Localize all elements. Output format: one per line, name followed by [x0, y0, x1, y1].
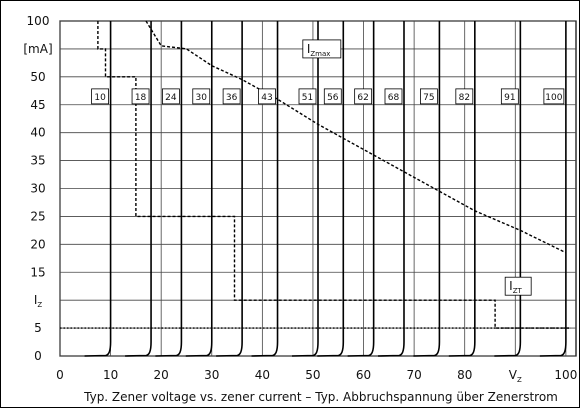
- zener-voltage-labels: 10 18 24 30 36 43 51 56 62 68 75 82 91 100: [91, 88, 565, 105]
- zener-voltage-label-18: 18: [135, 93, 147, 103]
- zener-voltage-label-82: 82: [459, 93, 470, 103]
- zener-curve-75: [413, 21, 441, 357]
- zener-curve-43: [251, 21, 279, 357]
- zener-curve-24: [155, 21, 183, 357]
- zener-voltage-label-75: 75: [423, 93, 434, 103]
- zener-voltage-label-100: 100: [545, 93, 562, 103]
- zener-curve-91: [494, 21, 522, 357]
- zener-curve-18: [125, 21, 152, 357]
- zener-voltage-label-91: 91: [504, 93, 515, 103]
- y-tick-label: 35: [30, 154, 45, 168]
- y-tick-label: 20: [30, 237, 45, 251]
- x-tick-label: 70: [406, 368, 421, 382]
- zener-voltage-label-51: 51: [302, 93, 313, 103]
- zener-voltage-box-68: [384, 88, 403, 105]
- y-tick-label: 40: [30, 126, 45, 140]
- x-tick-label: 50: [305, 368, 320, 382]
- x-tick-label: 20: [154, 368, 169, 382]
- x-tick-label: 40: [255, 368, 270, 382]
- y-tick-label: 30: [30, 182, 45, 196]
- x-tick-label: 10: [103, 368, 118, 382]
- zener-voltage-box-30: [192, 88, 211, 105]
- zener-voltage-label-56: 56: [327, 93, 339, 103]
- zener-voltage-label-30: 30: [196, 93, 208, 103]
- series-label-I_ZT: IZT: [509, 279, 522, 295]
- zener-voltage-box-18: [131, 88, 150, 105]
- x-tick-label: 80: [457, 368, 472, 382]
- zener-voltage-box-62: [354, 88, 373, 105]
- zener-voltage-box-51: [298, 88, 317, 105]
- zener-voltage-label-36: 36: [226, 93, 238, 103]
- zener-voltage-label-62: 62: [357, 93, 368, 103]
- zener-voltage-box-10: [91, 88, 109, 105]
- zener-voltage-box-56: [323, 88, 342, 105]
- zener-voltage-box-100: [543, 88, 565, 105]
- zener-voltage-box-75: [420, 88, 438, 105]
- y-tick-label: 5: [34, 321, 42, 335]
- y-tick-label: 100: [27, 14, 50, 28]
- y-tick-label: 15: [30, 265, 45, 279]
- y-tick-label: IZ: [34, 293, 43, 309]
- series-label-box-I_Zmax: [302, 39, 342, 59]
- zener-curve-68: [377, 21, 405, 357]
- zener-curve-62: [347, 21, 375, 357]
- zener-curve-10: [84, 21, 112, 357]
- x-tick-label: VZ: [509, 368, 522, 384]
- x-tick-label: 100: [554, 368, 577, 382]
- zener-curve-82: [448, 21, 476, 357]
- zener-curve-36: [216, 21, 243, 357]
- zener-voltage-label-43: 43: [261, 93, 272, 103]
- series-labels: IZmax IZT: [302, 39, 532, 296]
- zener-curves: [84, 21, 567, 357]
- x-tick-label: 0: [56, 368, 64, 382]
- zener-voltage-box-43: [258, 88, 276, 105]
- x-tick-label: 30: [204, 368, 219, 382]
- zener-curve-56: [317, 21, 345, 357]
- y-tick-label: 0: [34, 349, 42, 363]
- zener-voltage-label-24: 24: [165, 93, 177, 103]
- zener-voltage-box-36: [222, 88, 241, 105]
- zener-curve-30: [185, 21, 213, 357]
- series-I_Zmax: [145, 20, 567, 254]
- zener-curve-51: [291, 21, 319, 357]
- zener-curve-100: [539, 21, 567, 357]
- zener-voltage-box-24: [162, 88, 180, 105]
- zener-voltage-box-91: [500, 88, 519, 105]
- zener-voltage-label-10: 10: [94, 93, 106, 103]
- y-tick-label: 50: [30, 70, 45, 84]
- y-tick-label: [mA]: [23, 42, 52, 56]
- series-lines: [60, 20, 571, 329]
- x-tick-label: 60: [356, 368, 371, 382]
- series-label-box-I_ZT: [504, 276, 532, 296]
- zener-voltage-box-82: [455, 88, 474, 105]
- y-tick-label: 45: [30, 98, 45, 112]
- chart-caption: Typ. Zener voltage vs. zener current – T…: [83, 390, 558, 404]
- series-I_ZT: [97, 21, 571, 329]
- series-label-I_Zmax: IZmax: [307, 42, 331, 58]
- zener-voltage-label-68: 68: [388, 93, 400, 103]
- x-axis-ticks: 0 10 20 30 40 50 60 70 80 VZ 100: [56, 368, 577, 384]
- y-tick-label: 25: [30, 209, 45, 223]
